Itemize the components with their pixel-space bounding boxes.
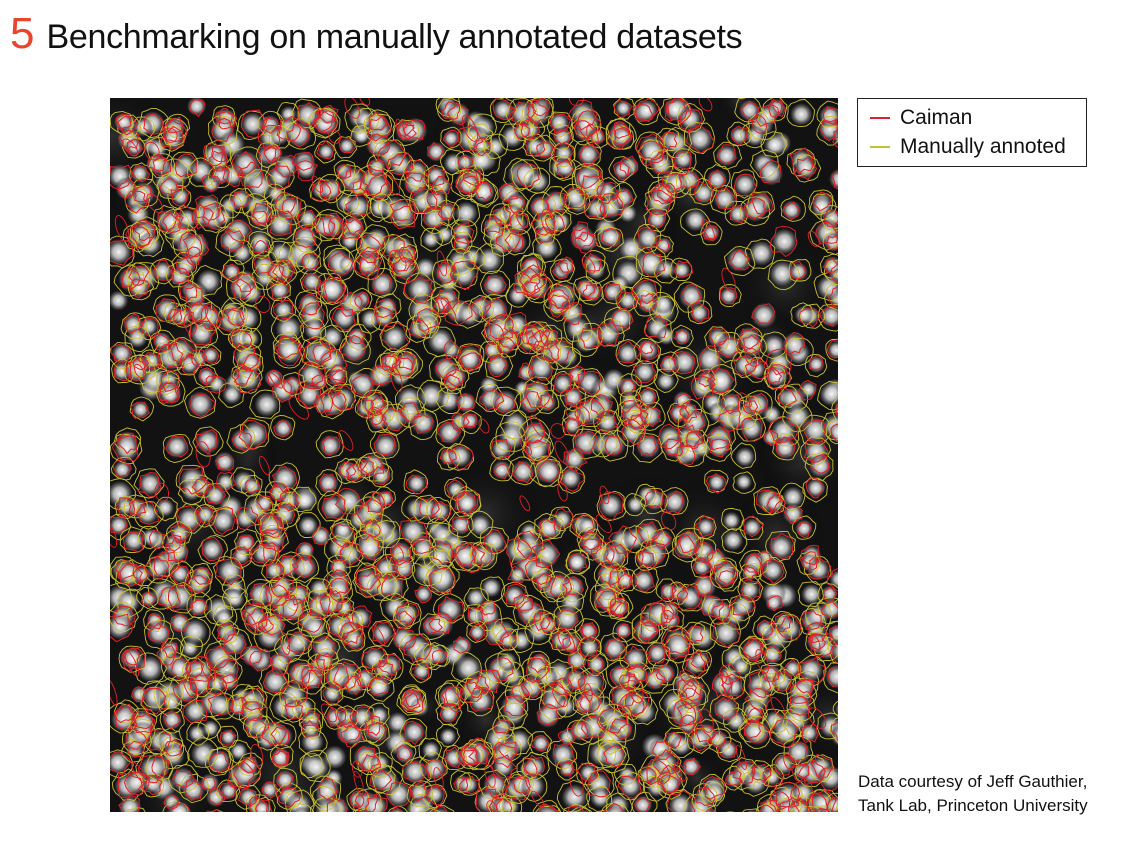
slide-header: 5 Benchmarking on manually annotated dat… bbox=[10, 8, 743, 63]
microscopy-image bbox=[110, 98, 838, 812]
legend-label-manual: Manually annoted bbox=[900, 134, 1066, 158]
legend-item-manual: Manually annoted bbox=[870, 132, 1086, 161]
slide-title: Benchmarking on manually annotated datas… bbox=[46, 18, 743, 56]
legend-swatch-caiman bbox=[870, 116, 890, 119]
credit-line-2: Tank Lab, Princeton University bbox=[858, 796, 1088, 815]
data-credit: Data courtesy of Jeff Gauthier, Tank Lab… bbox=[858, 770, 1128, 818]
caiman-contours bbox=[110, 98, 838, 812]
slide-number: 5 bbox=[10, 9, 35, 58]
legend-item-caiman: Caiman bbox=[870, 103, 1086, 132]
legend-label-caiman: Caiman bbox=[900, 105, 973, 129]
credit-line-1: Data courtesy of Jeff Gauthier, bbox=[858, 772, 1088, 791]
legend: Caiman Manually annoted bbox=[857, 98, 1087, 167]
calcium-imaging-field-of-view bbox=[110, 98, 838, 812]
legend-swatch-manual bbox=[870, 145, 890, 148]
